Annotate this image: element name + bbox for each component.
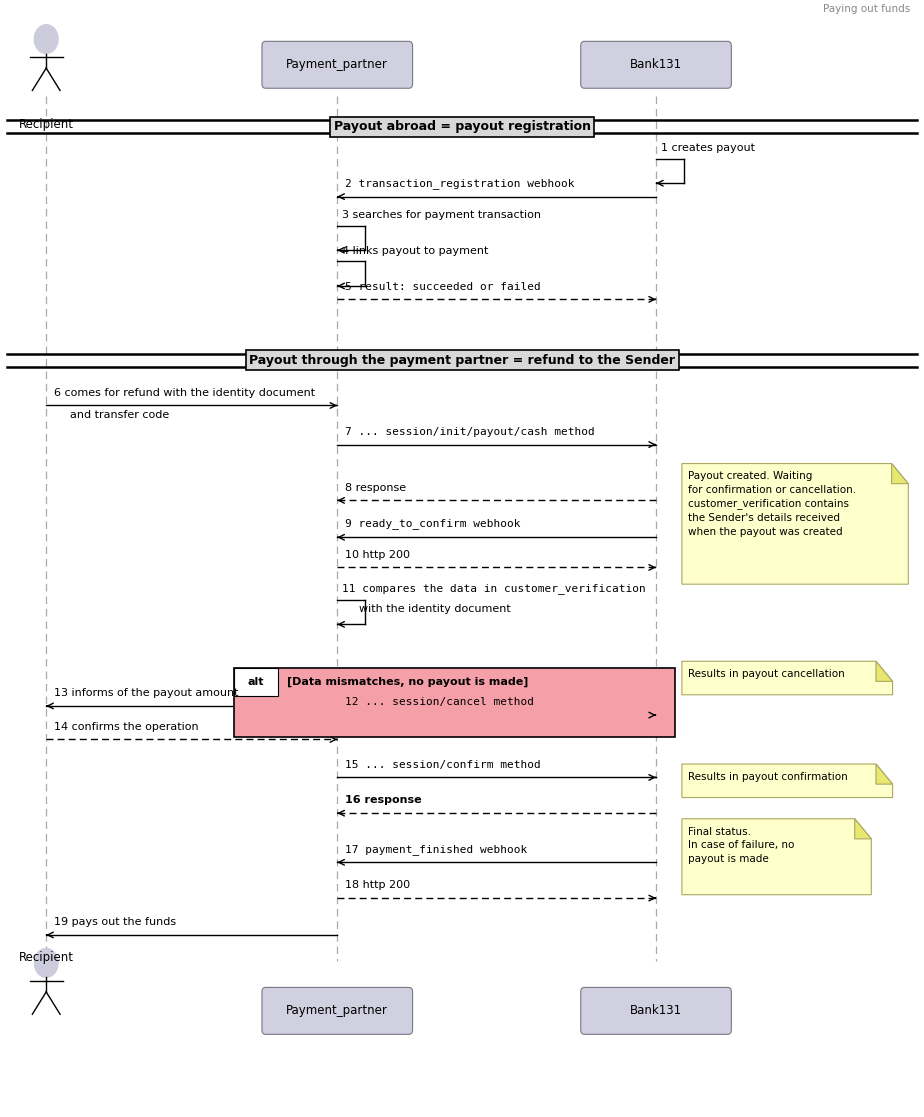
Text: Results in payout cancellation: Results in payout cancellation [688,669,845,679]
Text: 11 compares the data in customer_verification: 11 compares the data in customer_verific… [342,583,646,594]
Text: 9 ready_to_confirm webhook: 9 ready_to_confirm webhook [345,518,520,529]
FancyBboxPatch shape [262,41,412,88]
Text: 2 transaction_registration webhook: 2 transaction_registration webhook [345,178,574,189]
Text: 4 links payout to payment: 4 links payout to payment [342,246,488,256]
Circle shape [34,25,58,54]
Polygon shape [682,819,871,895]
Text: alt: alt [248,677,264,687]
FancyBboxPatch shape [262,987,412,1034]
FancyBboxPatch shape [234,668,278,696]
Text: 19 pays out the funds: 19 pays out the funds [54,917,176,927]
Polygon shape [682,464,908,584]
Text: 17 payment_finished webhook: 17 payment_finished webhook [345,843,527,855]
Text: Recipient: Recipient [18,951,74,964]
Circle shape [34,948,58,977]
Polygon shape [892,464,908,484]
FancyBboxPatch shape [580,987,732,1034]
Polygon shape [876,661,893,681]
Text: 7 ... session/init/payout/cash method: 7 ... session/init/payout/cash method [345,427,594,437]
Text: and transfer code: and transfer code [70,410,169,420]
Text: Final status.
In case of failure, no
payout is made: Final status. In case of failure, no pay… [688,827,795,863]
Text: Recipient: Recipient [18,118,74,132]
Text: 18 http 200: 18 http 200 [345,880,409,890]
Polygon shape [876,764,893,784]
Text: 12 ... session/cancel method: 12 ... session/cancel method [345,697,534,707]
Text: 13 informs of the payout amount: 13 informs of the payout amount [54,688,238,698]
Text: 15 ... session/confirm method: 15 ... session/confirm method [345,760,541,770]
Polygon shape [682,764,893,798]
Text: 14 confirms the operation: 14 confirms the operation [54,722,199,732]
Polygon shape [855,819,871,839]
Text: 6 comes for refund with the identity document: 6 comes for refund with the identity doc… [54,388,315,398]
Text: Payment_partner: Payment_partner [286,58,388,71]
Text: [Data mismatches, no payout is made]: [Data mismatches, no payout is made] [287,677,529,687]
Text: 8 response: 8 response [345,483,406,493]
Text: Bank131: Bank131 [630,58,682,71]
FancyBboxPatch shape [234,668,675,737]
Text: 1 creates payout: 1 creates payout [661,143,755,153]
Text: Payout created. Waiting
for confirmation or cancellation.
customer_verification : Payout created. Waiting for confirmation… [688,471,857,536]
Text: 16 response: 16 response [345,795,421,805]
Text: Payout through the payment partner = refund to the Sender: Payout through the payment partner = ref… [249,354,675,366]
Text: 3 searches for payment transaction: 3 searches for payment transaction [342,210,541,220]
Text: 5 result: succeeded or failed: 5 result: succeeded or failed [345,281,541,292]
Text: Bank131: Bank131 [630,1004,682,1018]
Text: Paying out funds: Paying out funds [823,4,910,15]
Polygon shape [682,661,893,695]
Text: Payment_partner: Payment_partner [286,1004,388,1018]
Text: 10 http 200: 10 http 200 [345,550,409,560]
Text: Results in payout confirmation: Results in payout confirmation [688,772,848,782]
FancyBboxPatch shape [580,41,732,88]
Text: Payout abroad = payout registration: Payout abroad = payout registration [334,121,590,133]
Text: with the identity document: with the identity document [359,604,510,614]
